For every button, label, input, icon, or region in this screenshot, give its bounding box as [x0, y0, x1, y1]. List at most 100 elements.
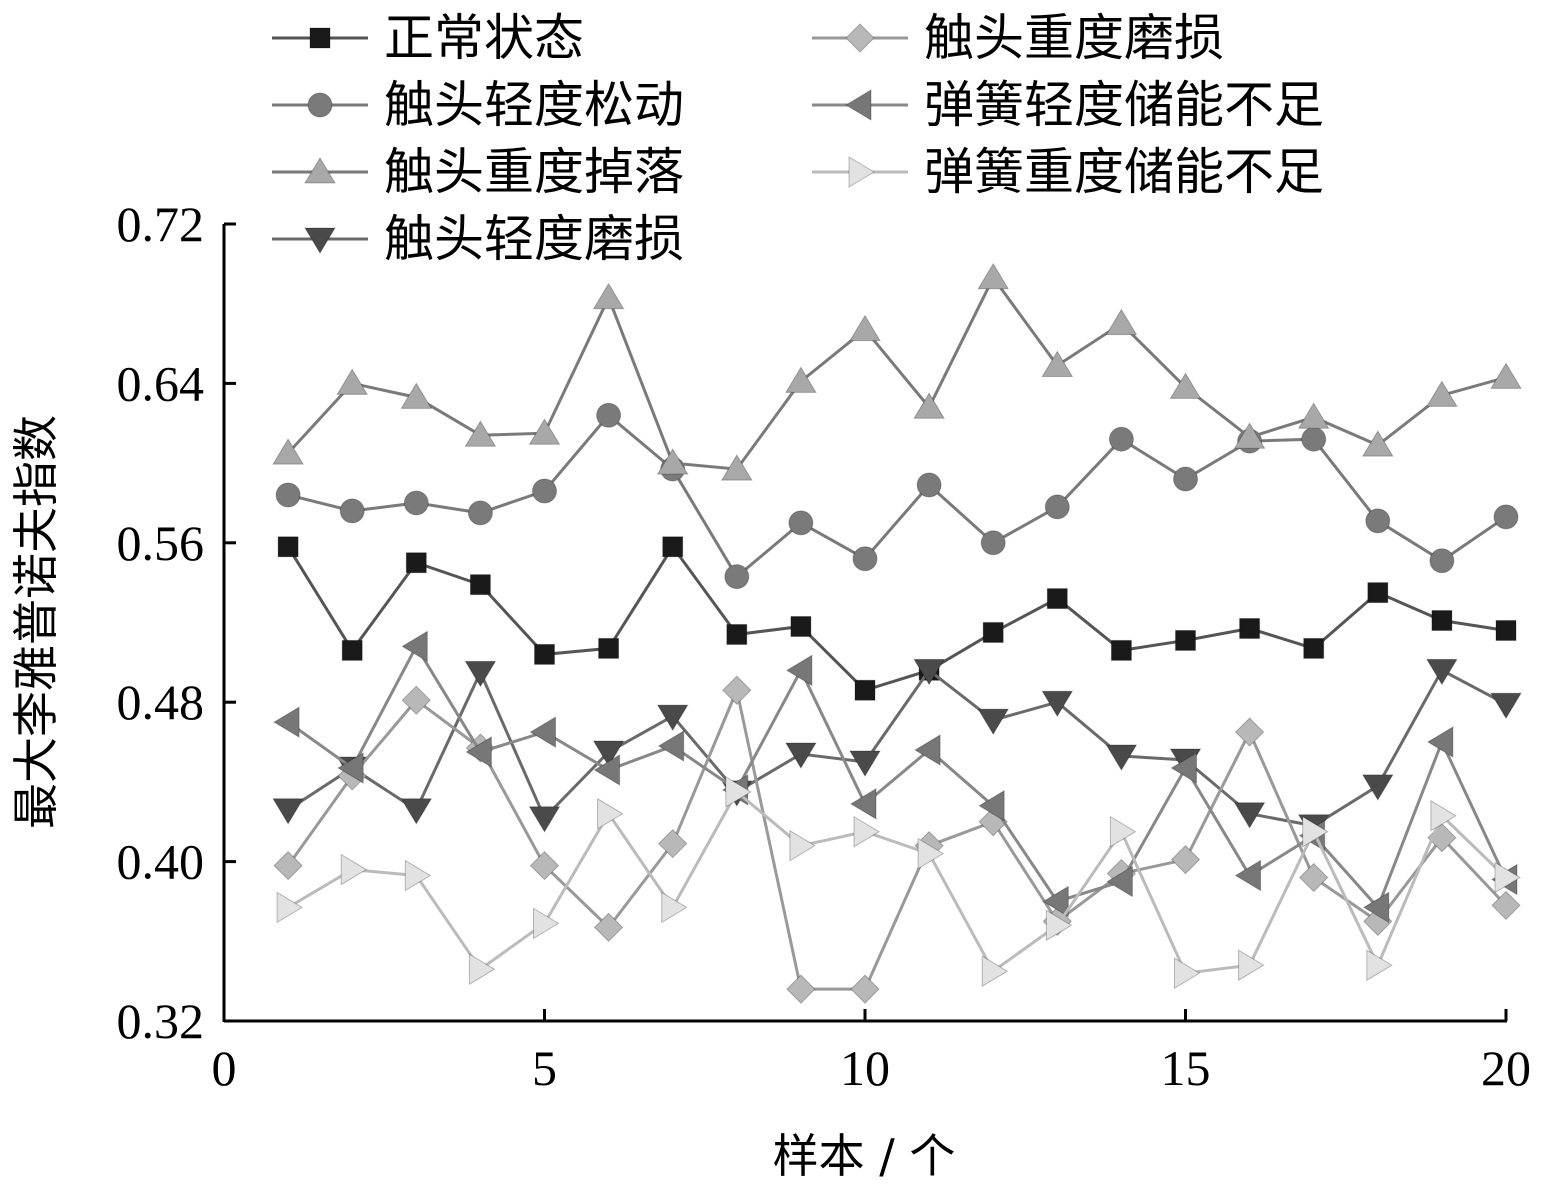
data-point [790, 615, 812, 637]
data-point [533, 907, 560, 940]
legend-item: 正常状态 [272, 9, 584, 67]
data-point [1366, 949, 1393, 982]
data-point [982, 621, 1004, 643]
data-point [400, 382, 433, 409]
data-point [464, 660, 497, 688]
data-point [916, 472, 942, 498]
data-point [850, 974, 880, 1004]
data-point [913, 392, 945, 419]
y-tick-label: 0.32 [117, 993, 205, 1049]
data-point [341, 639, 363, 661]
data-point [785, 742, 817, 769]
legend-marker [848, 156, 875, 188]
data-point [1430, 799, 1457, 832]
data-point [852, 546, 878, 572]
y-axis-title: 最大李雅普诺夫指数 [9, 415, 63, 829]
data-point [1233, 802, 1266, 829]
legend-label: 触头轻度松动 [384, 76, 684, 134]
data-point [273, 706, 300, 739]
data-point [276, 891, 304, 924]
data-point [850, 787, 877, 820]
data-point [1494, 861, 1521, 894]
legend-item: 弹簧轻度储能不足 [812, 76, 1324, 134]
data-point [597, 797, 624, 830]
data-point [272, 438, 304, 465]
legend-item: 弹簧重度储能不足 [812, 143, 1324, 201]
data-point [401, 685, 432, 715]
data-point [592, 282, 625, 310]
series-7 [276, 775, 1521, 990]
series-1 [277, 536, 1517, 701]
data-point [1174, 957, 1201, 990]
data-point [1491, 890, 1521, 921]
data-point [529, 850, 560, 881]
series-line [286, 544, 1507, 692]
data-point [722, 675, 752, 705]
y-tick-label: 0.56 [117, 515, 205, 571]
data-point [1238, 949, 1265, 982]
series-3 [272, 262, 1522, 481]
legend-label: 正常状态 [384, 9, 584, 67]
data-point [656, 704, 689, 732]
data-point [593, 912, 624, 943]
x-tick-label: 5 [532, 1040, 557, 1096]
x-axis-title: 样本 / 个 [773, 1129, 956, 1183]
data-point [977, 708, 1010, 736]
data-point [1239, 617, 1261, 639]
data-point [1041, 350, 1074, 377]
legend-label: 触头重度磨损 [924, 9, 1224, 67]
data-point [1493, 504, 1519, 530]
data-point [656, 448, 689, 475]
data-point [598, 637, 620, 659]
legend-item: 触头轻度松动 [272, 76, 684, 134]
data-point [532, 478, 557, 504]
data-point [849, 314, 881, 342]
legend-marker [845, 23, 875, 53]
series-line [287, 643, 1508, 911]
data-point [788, 510, 814, 536]
data-point [1490, 362, 1522, 389]
data-point [789, 829, 816, 862]
data-point [1298, 862, 1329, 893]
data-point [1106, 865, 1133, 898]
data-point [657, 828, 688, 859]
data-point [277, 536, 299, 558]
y-tick-label: 0.48 [117, 674, 205, 730]
legend-label: 弹簧重度储能不足 [924, 143, 1324, 201]
series-2 [275, 402, 1519, 590]
data-point [1175, 629, 1196, 651]
data-point [400, 798, 433, 825]
x-tick-label: 0 [212, 1040, 237, 1096]
data-point [977, 262, 1010, 290]
series-line [286, 274, 1507, 471]
data-point [1170, 844, 1201, 875]
data-point [1426, 726, 1454, 758]
data-point [1302, 815, 1329, 848]
data-point [1173, 466, 1198, 492]
data-point [340, 853, 368, 886]
legend-label: 弹簧轻度储能不足 [924, 76, 1324, 134]
data-point [339, 498, 365, 524]
series-line [287, 789, 1508, 975]
data-point [593, 754, 621, 786]
series-layer [272, 262, 1522, 1004]
data-point [528, 418, 561, 445]
series-6 [273, 630, 1518, 924]
data-point [534, 643, 555, 665]
data-point [657, 730, 685, 762]
data-point [1367, 582, 1389, 604]
data-point [528, 806, 561, 833]
data-point [785, 366, 817, 393]
data-point [662, 536, 684, 558]
data-point [1110, 639, 1132, 661]
data-point [724, 564, 750, 590]
data-point [917, 837, 945, 870]
data-point [468, 953, 496, 986]
data-point [981, 955, 1009, 988]
data-point [1042, 885, 1069, 918]
data-point [465, 736, 492, 768]
data-point [1109, 815, 1137, 848]
data-point [464, 420, 497, 447]
